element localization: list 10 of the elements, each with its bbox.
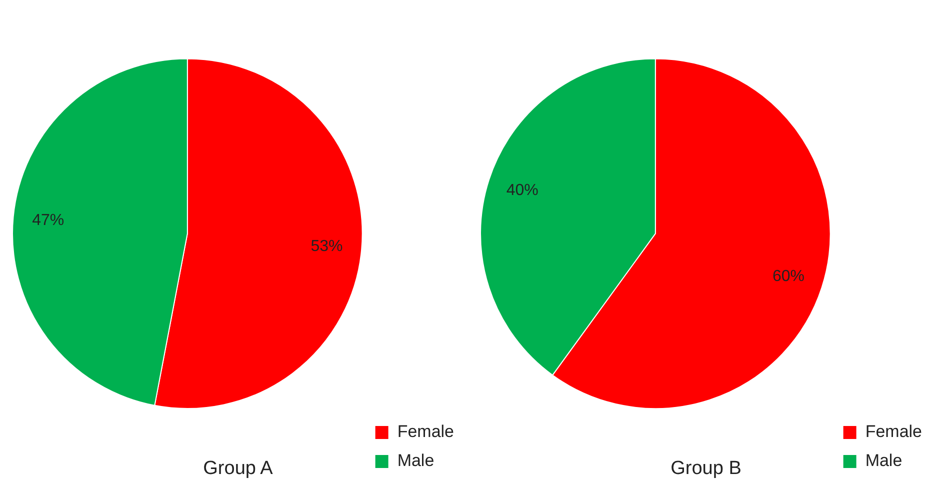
legend-label: Male <box>397 451 434 470</box>
legend-label: Male <box>865 451 902 470</box>
data-label: 60% <box>772 268 804 286</box>
legend-label: Female <box>397 422 454 442</box>
text: Group B <box>670 458 742 479</box>
data-label: 40% <box>506 182 538 199</box>
data-label: 47% <box>32 212 64 229</box>
data-label: 53% <box>310 238 343 256</box>
legend-label: Female <box>865 422 922 442</box>
text: Group A <box>203 458 274 479</box>
